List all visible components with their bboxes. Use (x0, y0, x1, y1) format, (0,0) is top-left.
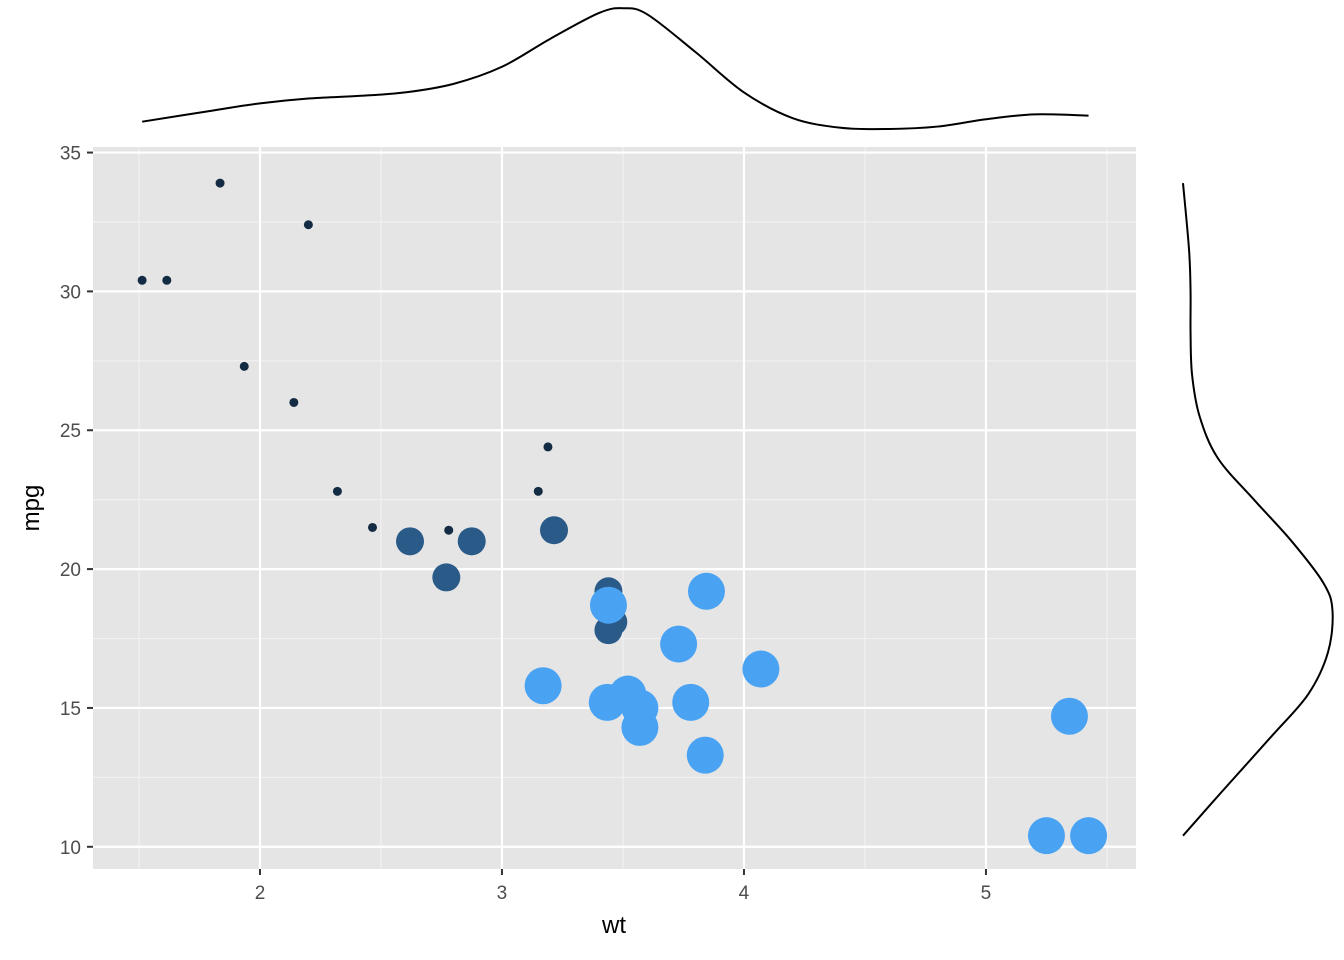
tick-labels: 2 3 4 5 10 15 20 25 30 35 (60, 144, 991, 904)
plot-panel-background (93, 147, 1136, 869)
scatter-point (303, 220, 313, 230)
scatter-point (215, 178, 225, 188)
scatter-point (457, 527, 486, 556)
scatter-point (524, 667, 562, 705)
x-tick-label: 4 (739, 883, 750, 904)
scatter-point (444, 525, 454, 535)
axis-ticks (87, 151, 987, 875)
scatter-point (432, 563, 461, 592)
scatter-point (239, 361, 249, 371)
scatter-point (289, 397, 299, 407)
right-marginal-density-curve (1182, 183, 1334, 837)
top-marginal-density-curve (141, 7, 1089, 131)
y-tick-label: 15 (60, 699, 81, 720)
scatter-point (660, 625, 698, 663)
scatter-points (137, 178, 1108, 855)
y-tick-label: 25 (60, 421, 81, 442)
scatter-point (742, 650, 780, 688)
scatter-point (594, 616, 623, 645)
scatter-point (332, 486, 342, 496)
scatter-point (672, 683, 710, 721)
scatter-point (543, 442, 553, 452)
scatter-point (137, 275, 147, 285)
x-axis-title: wt (601, 912, 626, 939)
x-tick-label: 2 (255, 883, 266, 904)
scatter-point (1070, 817, 1108, 855)
y-axis-title: mpg (18, 485, 45, 532)
scatter-point (162, 275, 172, 285)
scatter-point (368, 522, 378, 532)
x-tick-label: 5 (981, 883, 992, 904)
scatter-point (686, 736, 724, 774)
major-gridlines (93, 147, 1136, 869)
scatter-point (396, 527, 425, 556)
scatter-point (687, 572, 725, 610)
y-tick-label: 20 (60, 560, 81, 581)
y-tick-label: 10 (60, 838, 81, 859)
scatter-point (589, 586, 627, 624)
scatter-point (1050, 697, 1088, 735)
y-tick-label: 35 (60, 144, 81, 165)
scatter-point (621, 689, 659, 727)
scatter-point (540, 516, 569, 545)
x-tick-label: 3 (497, 883, 508, 904)
y-tick-label: 30 (60, 282, 81, 303)
scatter-point (588, 683, 626, 721)
scatter-point (1027, 817, 1065, 855)
scatter-point (533, 486, 543, 496)
minor-gridlines (93, 147, 1136, 869)
